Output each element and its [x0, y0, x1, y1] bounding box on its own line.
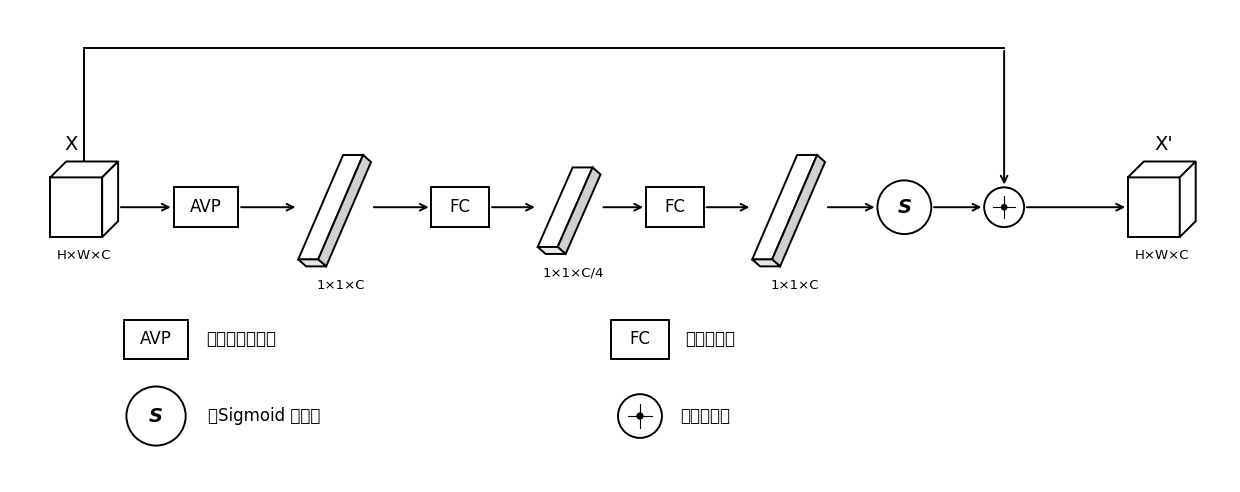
- Polygon shape: [102, 161, 118, 237]
- Text: H×W×C: H×W×C: [1135, 249, 1189, 262]
- Polygon shape: [51, 161, 118, 178]
- Polygon shape: [299, 155, 363, 259]
- Text: 1×1×C/4: 1×1×C/4: [542, 267, 604, 280]
- Polygon shape: [51, 178, 102, 237]
- Circle shape: [126, 387, 186, 446]
- Text: ：全局平均池化: ：全局平均池化: [206, 331, 277, 348]
- Circle shape: [618, 394, 662, 438]
- Polygon shape: [558, 167, 600, 254]
- Text: FC: FC: [630, 331, 651, 348]
- Polygon shape: [124, 320, 188, 359]
- Polygon shape: [319, 155, 371, 266]
- Polygon shape: [299, 259, 326, 266]
- Text: S: S: [149, 406, 162, 426]
- Text: FC: FC: [450, 198, 471, 216]
- Polygon shape: [773, 155, 825, 266]
- Text: AVP: AVP: [190, 198, 222, 216]
- Polygon shape: [174, 187, 238, 227]
- Text: ：Sigmoid 激活层: ：Sigmoid 激活层: [207, 407, 320, 425]
- Circle shape: [878, 181, 931, 234]
- Text: S: S: [898, 198, 911, 216]
- Text: X: X: [64, 134, 78, 154]
- Circle shape: [1001, 204, 1007, 210]
- Polygon shape: [611, 320, 668, 359]
- Polygon shape: [753, 155, 817, 259]
- Text: X': X': [1154, 134, 1173, 154]
- Text: ：全连接层: ：全连接层: [684, 331, 735, 348]
- Circle shape: [636, 413, 644, 419]
- Text: 1×1×C: 1×1×C: [770, 279, 818, 292]
- Polygon shape: [1128, 161, 1195, 178]
- Text: AVP: AVP: [140, 331, 172, 348]
- Polygon shape: [432, 187, 490, 227]
- Polygon shape: [1179, 161, 1195, 237]
- Text: 1×1×C: 1×1×C: [316, 279, 365, 292]
- Polygon shape: [538, 167, 593, 247]
- Text: H×W×C: H×W×C: [57, 249, 112, 262]
- Polygon shape: [538, 247, 565, 254]
- Circle shape: [985, 187, 1024, 227]
- Polygon shape: [753, 259, 780, 266]
- Text: ：元素相乘: ：元素相乘: [680, 407, 730, 425]
- Polygon shape: [1128, 178, 1179, 237]
- Polygon shape: [646, 187, 704, 227]
- Text: FC: FC: [665, 198, 686, 216]
